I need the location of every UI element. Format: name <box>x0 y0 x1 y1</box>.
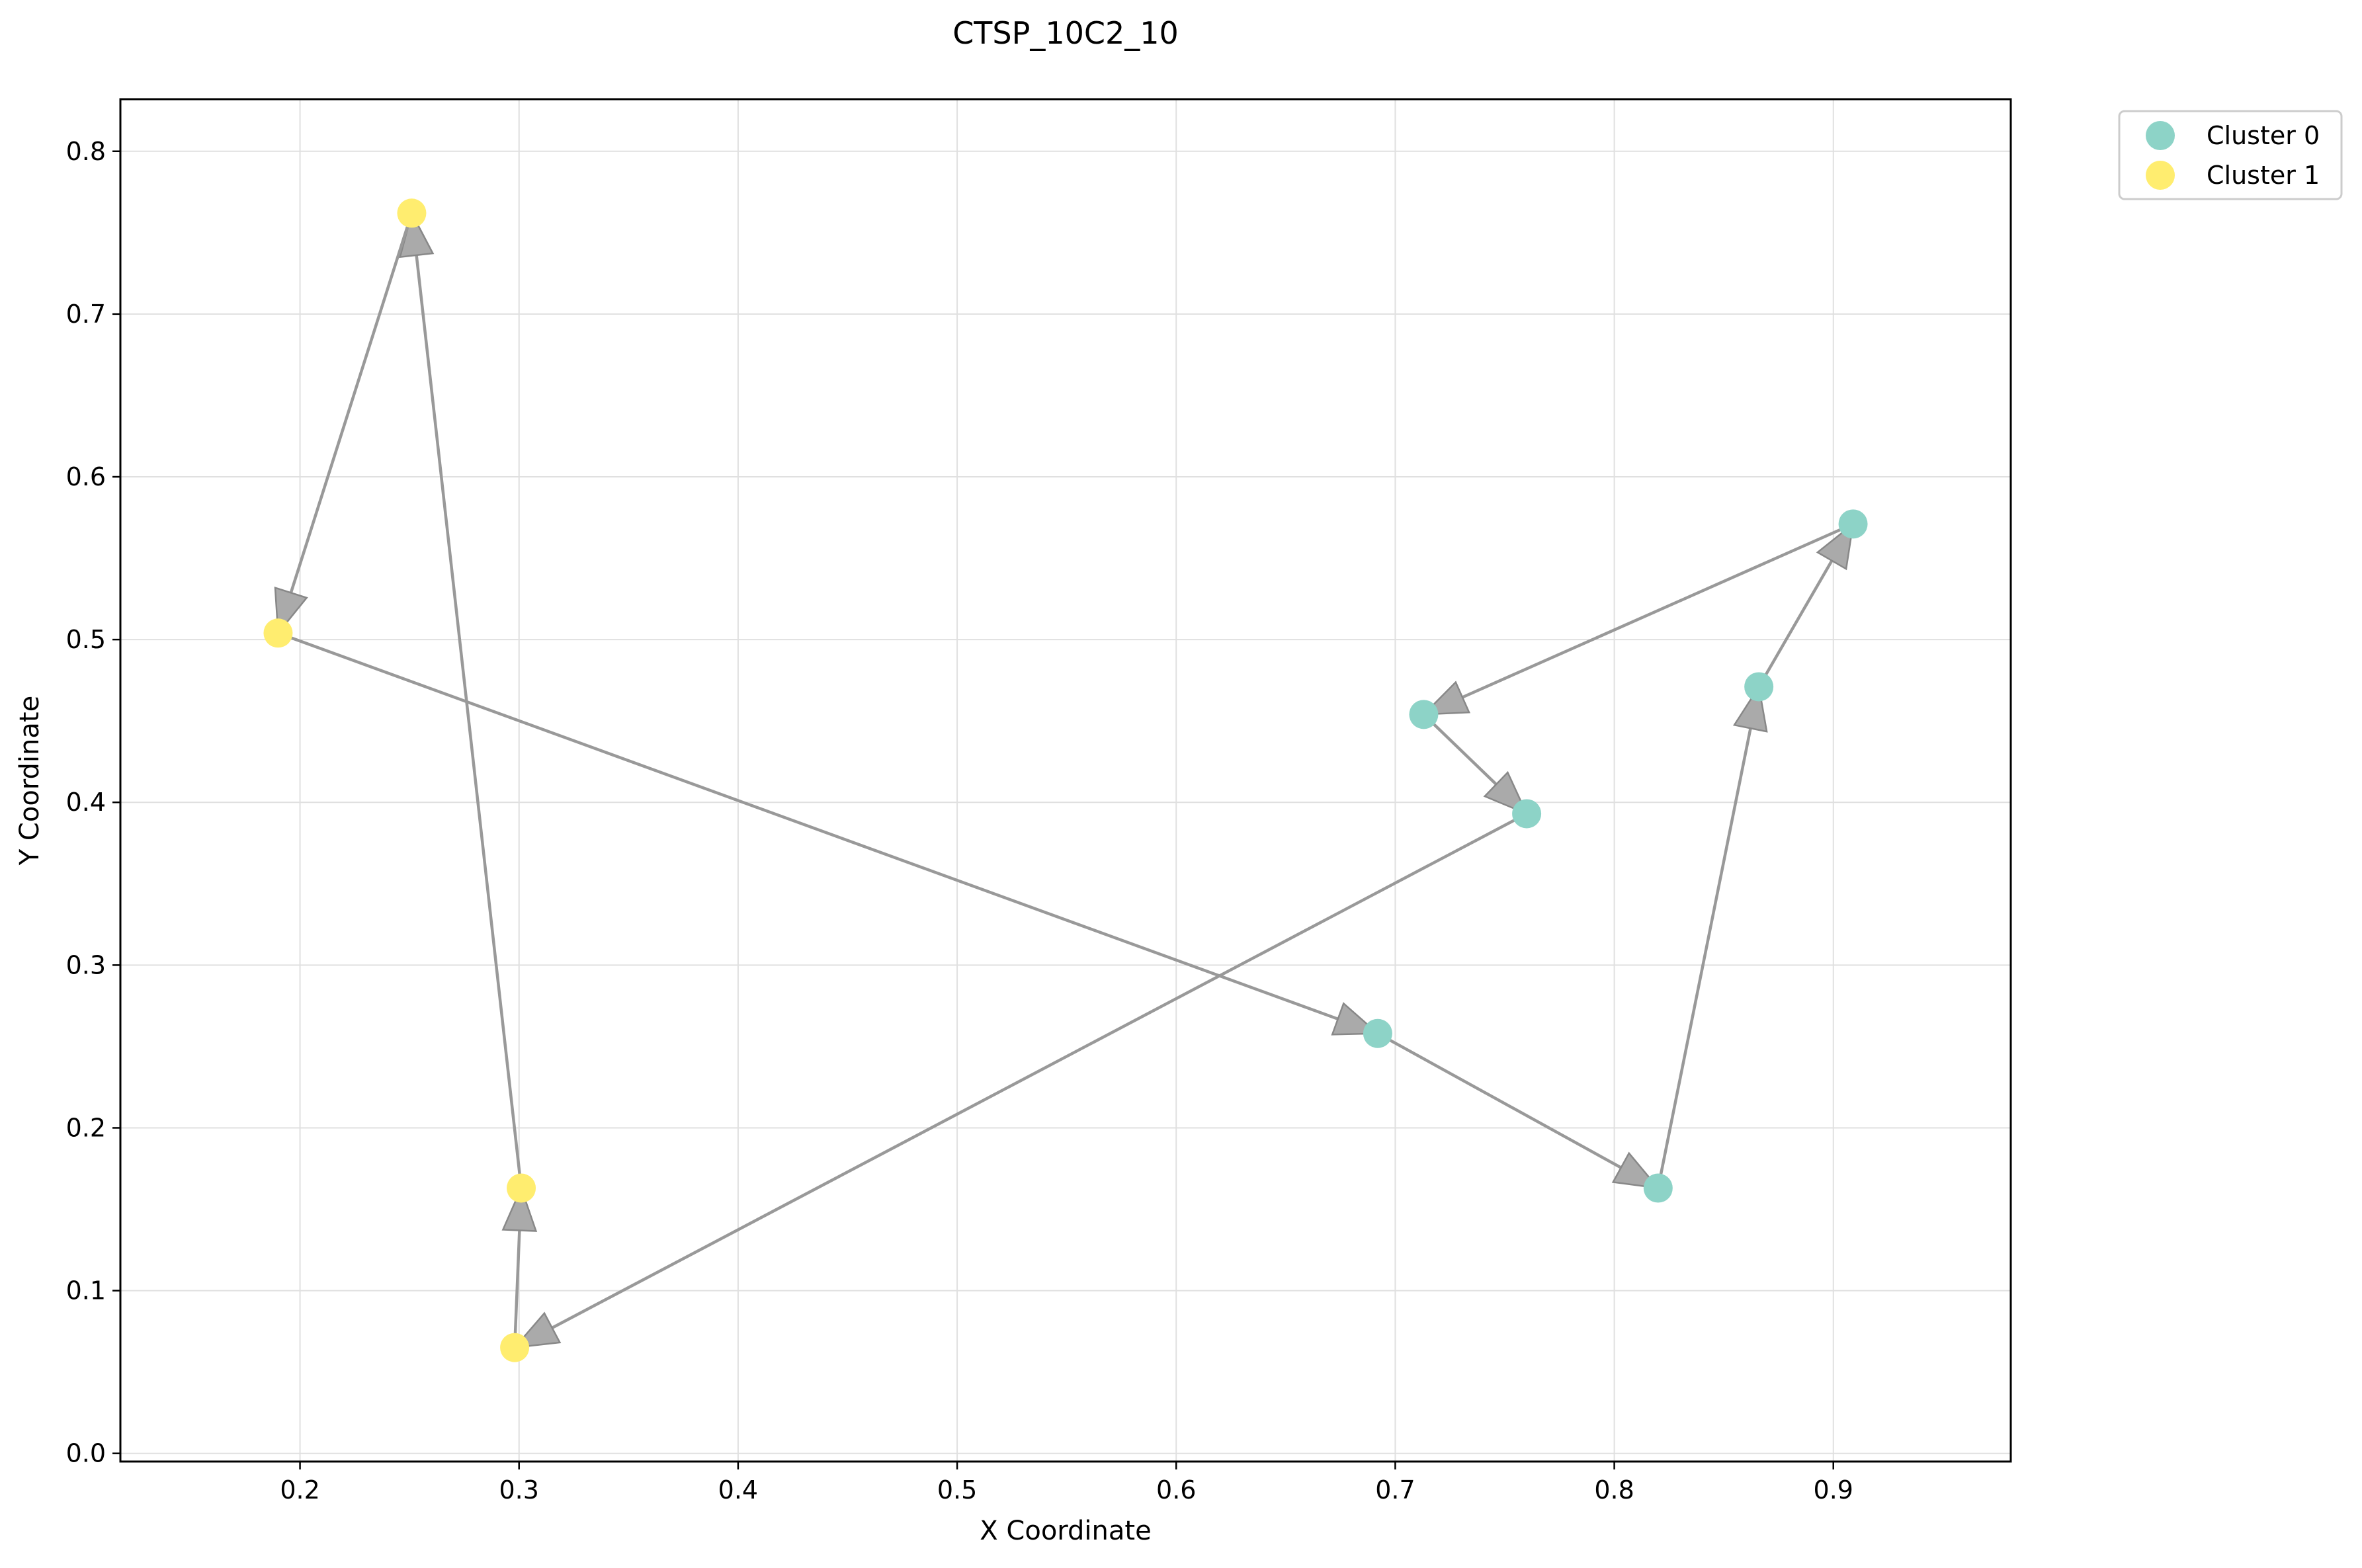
route-segment <box>1422 713 1497 786</box>
route-arrow <box>1422 713 1529 815</box>
route-arrowhead <box>1483 770 1529 815</box>
y-tick-label: 0.1 <box>66 1276 106 1305</box>
x-tick-label: 0.2 <box>280 1475 319 1505</box>
y-tick-label: 0.5 <box>66 625 106 654</box>
chart-title: CTSP_10C2_10 <box>952 15 1179 51</box>
x-tick-label: 0.5 <box>937 1475 977 1505</box>
route-segment <box>513 1230 521 1348</box>
route-segment <box>551 812 1528 1329</box>
route-arrow <box>1757 522 1855 688</box>
point-cluster-0 <box>1409 700 1439 729</box>
legend-label-cluster-0: Cluster 0 <box>2207 121 2320 150</box>
route-arrow <box>1421 522 1854 716</box>
legend-label-cluster-1: Cluster 1 <box>2207 161 2320 190</box>
point-cluster-0 <box>1512 799 1542 829</box>
y-ticks: 0.0 0.1 0.2 0.3 0.4 0.5 0.6 0.7 0.8 <box>66 137 120 1468</box>
y-axis-label: Y Coordinate <box>15 696 45 866</box>
y-tick-label: 0.3 <box>66 950 106 979</box>
route-arrowhead <box>501 1186 538 1232</box>
route-arrow <box>274 212 413 636</box>
point-cluster-1 <box>507 1173 536 1203</box>
x-axis-label: X Coordinate <box>980 1516 1151 1546</box>
route-arrow <box>277 632 1380 1036</box>
x-ticks: 0.2 0.3 0.4 0.5 0.6 0.7 0.8 0.9 <box>280 1462 1853 1505</box>
route-arrow <box>1656 684 1768 1188</box>
route-arrow <box>1376 1032 1660 1190</box>
x-tick-label: 0.7 <box>1375 1475 1415 1505</box>
point-cluster-0 <box>1363 1018 1392 1048</box>
legend-swatch-cluster-0 <box>2146 121 2175 150</box>
point-cluster-1 <box>397 198 427 228</box>
x-tick-label: 0.9 <box>1814 1475 1853 1505</box>
y-tick-label: 0.8 <box>66 137 106 166</box>
route-segment <box>289 212 413 593</box>
route-segment <box>1462 522 1854 699</box>
route-segment <box>415 255 523 1188</box>
x-tick-label: 0.6 <box>1156 1475 1196 1505</box>
point-cluster-1 <box>500 1333 530 1362</box>
y-tick-label: 0.2 <box>66 1113 106 1142</box>
y-tick-label: 0.7 <box>66 300 106 329</box>
x-tick-label: 0.8 <box>1594 1475 1634 1505</box>
legend-swatch-cluster-1 <box>2146 161 2175 190</box>
route-segment <box>1376 1032 1622 1169</box>
y-tick-label: 0.0 <box>66 1439 106 1468</box>
route-segment <box>1757 559 1834 688</box>
route-arrow <box>501 1186 538 1348</box>
route-segment <box>277 632 1339 1020</box>
legend: Cluster 0 Cluster 1 <box>2118 110 2343 200</box>
x-tick-label: 0.3 <box>499 1475 539 1505</box>
point-cluster-1 <box>263 618 293 648</box>
legend-frame <box>2118 110 2343 200</box>
x-tick-label: 0.4 <box>718 1475 758 1505</box>
y-tick-label: 0.4 <box>66 788 106 817</box>
grid-layer <box>120 99 2011 1462</box>
point-cluster-0 <box>1744 672 1774 702</box>
route-arrow <box>513 812 1528 1349</box>
route-segment <box>1656 727 1752 1188</box>
point-cluster-0 <box>1643 1173 1673 1203</box>
point-cluster-0 <box>1838 509 1868 539</box>
plot-frame <box>119 98 2012 1463</box>
points-layer <box>263 198 1868 1362</box>
y-tick-label: 0.6 <box>66 462 106 491</box>
